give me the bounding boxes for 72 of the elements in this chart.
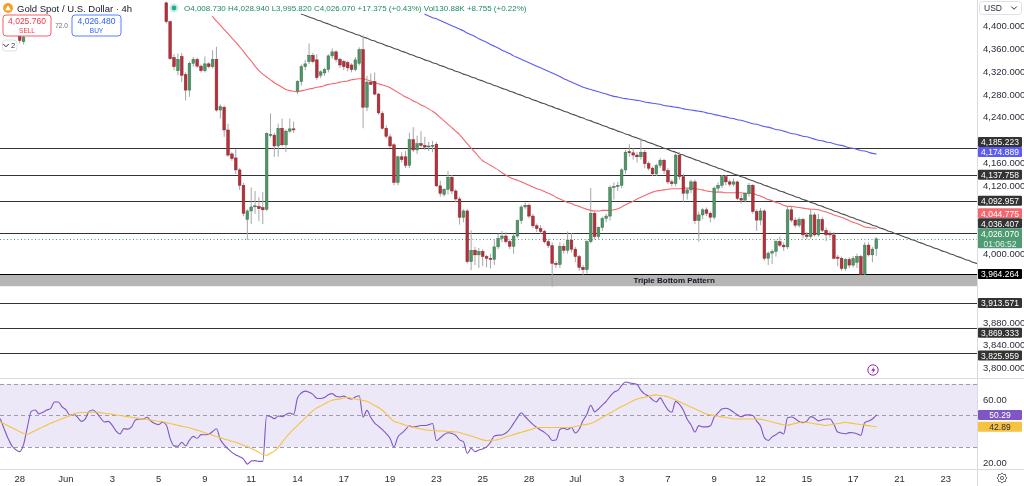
text: USD <box>984 3 1002 13</box>
text: 50.29 <box>989 410 1011 421</box>
x-tick-label: 9 <box>711 472 717 484</box>
line-series <box>424 13 877 155</box>
y-tick-label: 3,880.000 <box>983 316 1024 328</box>
y-tick-label: 4,160.000 <box>983 156 1024 168</box>
candlestick <box>809 209 813 240</box>
x-tick-label: Jun <box>58 472 74 484</box>
candlestick <box>261 191 265 225</box>
candlestick <box>176 53 180 76</box>
y-tick-label: 4,320.000 <box>983 65 1024 77</box>
x-tick-label: 23 <box>940 472 952 484</box>
candlestick <box>415 135 419 155</box>
candlestick <box>492 238 496 266</box>
y-tick-label: 4,000.000 <box>983 248 1024 260</box>
candlestick <box>550 241 554 288</box>
x-tick-label: 28 <box>14 472 25 484</box>
x-tick-label: 3 <box>109 472 115 484</box>
line-series <box>0 394 877 456</box>
candlestick <box>326 53 330 73</box>
x-tick-label: Jul <box>569 472 582 484</box>
line-series <box>212 15 877 229</box>
x-tick-label: 15 <box>801 472 813 484</box>
candlestick <box>203 55 207 73</box>
annotation: 4,026.480 <box>77 16 116 26</box>
candlestick <box>280 118 284 148</box>
x-tick-label: 17 <box>338 472 350 484</box>
x-tick-label: 7 <box>665 472 671 484</box>
x-tick-label: 3 <box>618 472 625 484</box>
candlestick <box>411 126 415 153</box>
annotation: 4,025.760 <box>8 16 47 26</box>
y-tick-label: 3,800.000 <box>983 362 1024 374</box>
x-tick-label: 17 <box>847 472 859 484</box>
candlestick <box>473 246 477 266</box>
candlestick <box>635 151 639 163</box>
candlestick <box>558 241 562 269</box>
y-tick-label: 4,120.000 <box>983 179 1024 191</box>
candlestick <box>211 49 215 69</box>
chart-subtitle: O4,008.730 H4,028.940 L3,995.820 C4,026.070 +17.375 (+0.43%) Vol130.88K +8.755 (+0.22%) <box>184 3 527 13</box>
line-series <box>0 381 877 465</box>
y-tick-label: 4,280.000 <box>983 88 1024 100</box>
y-tick-label: 20.00 <box>983 457 1007 469</box>
x-tick-label: 11 <box>246 472 257 484</box>
x-tick-label: 23 <box>431 472 442 484</box>
x-tick-label: 12 <box>755 472 766 484</box>
candlestick <box>569 232 574 254</box>
y-tick-label: 4,400.000 <box>983 20 1024 32</box>
x-tick-label: 14 <box>292 472 303 484</box>
x-tick-label: 28 <box>523 472 535 484</box>
candlestick <box>446 170 450 195</box>
x-tick-label: 21 <box>894 472 905 484</box>
candlestick <box>855 253 859 269</box>
chart-title: Gold Spot / U.S. Dollar · 4h <box>17 2 133 14</box>
candlestick <box>315 53 319 81</box>
line-series <box>300 13 977 264</box>
candlestick <box>357 46 361 67</box>
candlestick <box>276 123 280 158</box>
candlestick <box>419 130 423 149</box>
text: 42.89 <box>989 422 1011 433</box>
candlestick <box>639 137 643 161</box>
candlestick <box>801 217 805 239</box>
y-tick-label: 60.00 <box>983 394 1007 406</box>
y-tick-label: 4,360.000 <box>983 42 1024 54</box>
x-tick-label: 19 <box>384 472 396 484</box>
y-tick-label: 4,240.000 <box>983 111 1024 123</box>
band-label: Triple Bottom Pattern <box>633 275 715 285</box>
x-tick-label: 9 <box>202 472 208 484</box>
candlestick <box>812 212 817 238</box>
candlestick <box>477 247 481 269</box>
y-tick-label: 3,840.000 <box>983 339 1024 351</box>
x-tick-label: 5 <box>155 472 162 484</box>
x-tick-label: 25 <box>477 472 488 484</box>
